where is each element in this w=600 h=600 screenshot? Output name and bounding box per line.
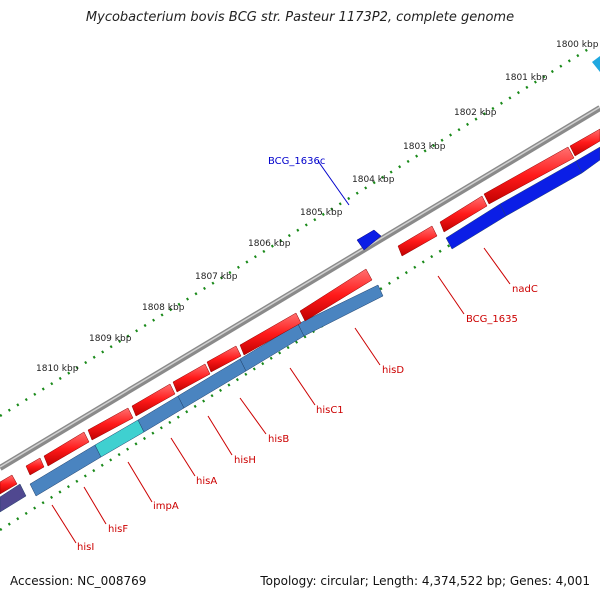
reverse-gene-purple (0, 483, 27, 513)
gene-labels: BCG_1636c nadC BCG_1635 hisD hisC1 hisB … (77, 156, 538, 553)
forward-gene-6 (206, 345, 242, 373)
gene-cyan-marker (592, 56, 600, 72)
scale-label-1805: 1805 kbp (300, 208, 343, 218)
reverse-strand-row (0, 146, 600, 513)
outer-tick-ring (0, 46, 591, 418)
scale-label-1808: 1808 kbp (142, 303, 185, 313)
forward-gene-10 (439, 195, 488, 233)
forward-gene-11 (483, 146, 575, 205)
gene-label-hisA: hisA (196, 476, 217, 487)
reverse-gene-blue-3 (575, 146, 600, 174)
reverse-gene-hisB (297, 284, 384, 337)
scale-label-1807: 1807 kbp (195, 272, 238, 282)
gene-label-hisD: hisD (382, 365, 404, 376)
scale-label-1802: 1802 kbp (454, 108, 497, 118)
gene-label-BCG_1635: BCG_1635 (466, 314, 518, 325)
gene-label-BCG_1636c: BCG_1636c (268, 156, 325, 167)
forward-gene-4 (131, 383, 176, 417)
forward-gene-2 (43, 431, 90, 467)
forward-gene-0 (0, 474, 18, 495)
topology-text: Topology: circular; Length: 4,374,522 bp… (260, 574, 590, 588)
scale-labels: 1800 kbp 1801 kbp 1802 kbp 1803 kbp 1804… (36, 40, 599, 374)
forward-gene-1 (25, 457, 45, 476)
accession-text: Accession: NC_008769 (10, 574, 147, 588)
genome-backbone (0, 105, 600, 471)
scale-label-1800: 1800 kbp (556, 40, 599, 50)
forward-strand-row (0, 128, 600, 495)
gene-label-hisI: hisI (77, 542, 94, 553)
forward-gene-8 (299, 268, 373, 322)
forward-gene-BCG_1635 (397, 225, 438, 257)
scale-label-1801: 1801 kbp (505, 73, 548, 83)
scale-label-1804: 1804 kbp (352, 175, 395, 185)
scale-label-1806: 1806 kbp (248, 239, 291, 249)
scale-label-1803: 1803 kbp (403, 142, 446, 152)
gene-BCG_1636c (356, 229, 382, 251)
forward-gene-7 (239, 312, 302, 356)
gene-label-hisC1: hisC1 (316, 405, 344, 416)
leader-BCG_1636c (317, 160, 350, 206)
gene-label-hisH: hisH (234, 455, 256, 466)
genome-backbone-highlight (0, 106, 600, 468)
forward-gene-5 (172, 363, 211, 393)
gene-label-hisB: hisB (268, 434, 289, 445)
gene-label-impA: impA (153, 501, 179, 512)
gene-label-nadC: nadC (512, 284, 538, 295)
genome-title: Mycobacterium bovis BCG str. Pasteur 117… (85, 10, 515, 25)
forward-gene-3 (87, 407, 134, 441)
scale-label-1809: 1809 kbp (89, 334, 132, 344)
forward-gene-12 (569, 128, 600, 157)
scale-label-1810: 1810 kbp (36, 364, 79, 374)
gene-leader-lines (51, 247, 511, 544)
gene-label-hisF: hisF (108, 524, 128, 535)
